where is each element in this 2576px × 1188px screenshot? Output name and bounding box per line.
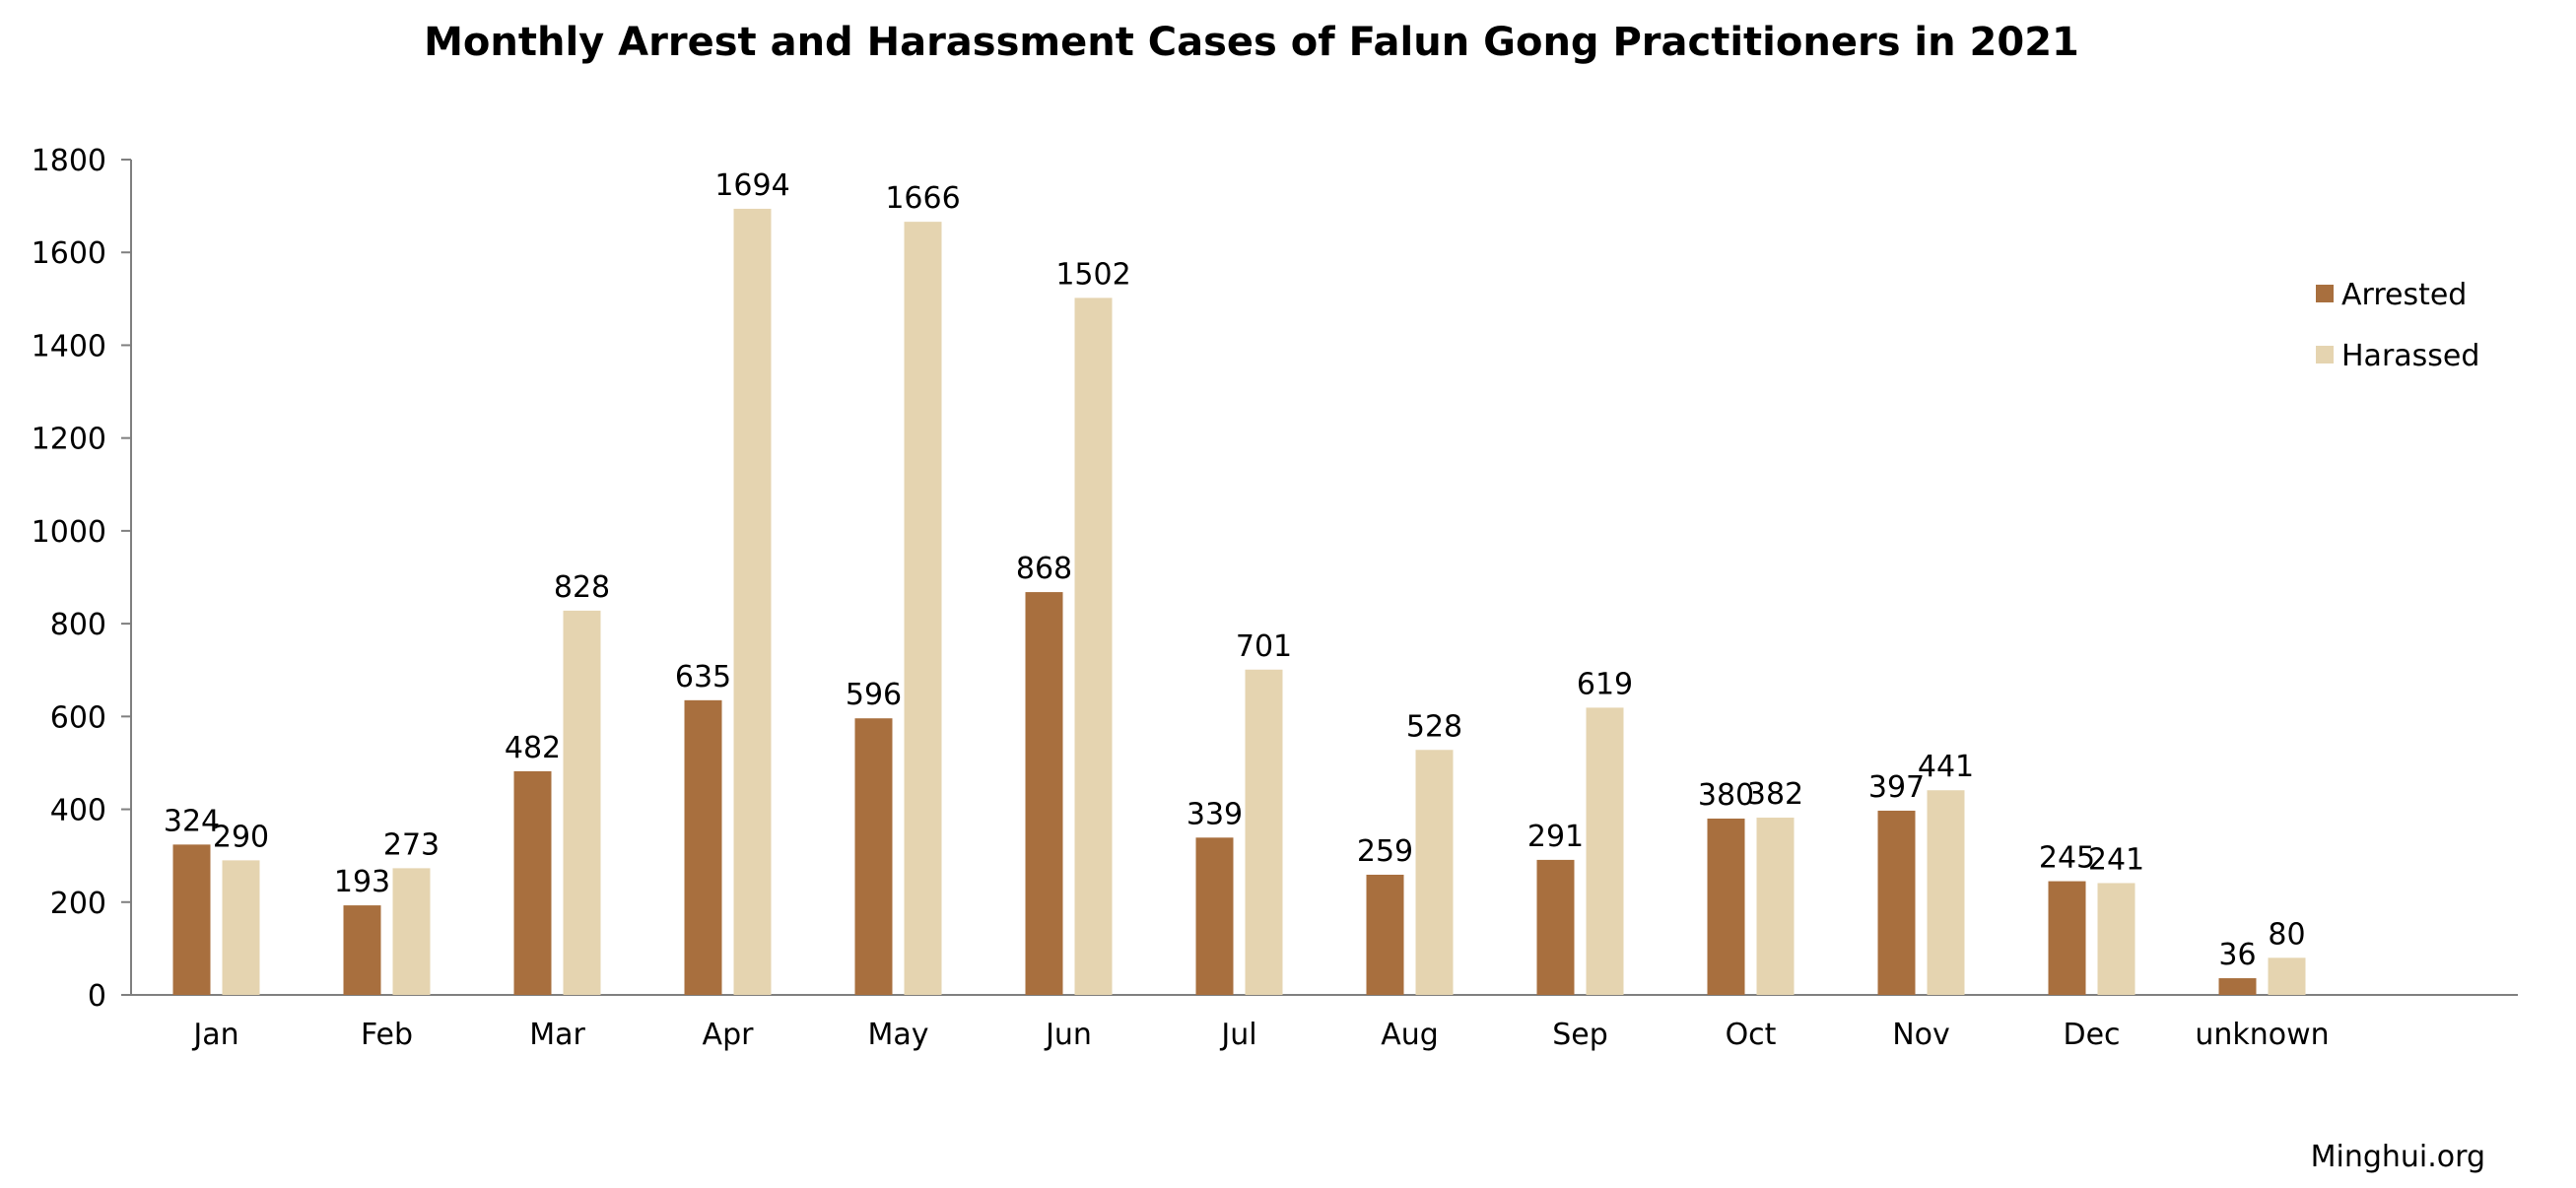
bar-harassed-apr (733, 208, 772, 996)
data-label-harassed-sep: 619 (1577, 667, 1633, 701)
bar-harassed-feb (392, 868, 431, 995)
x-tick-label: Oct (1726, 1018, 1777, 1052)
y-tick-label: 600 (50, 700, 106, 735)
x-tick-label: Aug (1381, 1018, 1439, 1052)
bar-harassed-jun (1074, 297, 1113, 995)
legend-label-harassed: Harassed (2341, 339, 2479, 373)
x-tick-label: unknown (2195, 1018, 2329, 1052)
data-label-harassed-dec: 241 (2088, 842, 2144, 877)
data-label-arrested-mar: 482 (505, 731, 561, 765)
x-axis: Jan Feb Mar Apr May Jun Jul Aug Sep Oct Nov Dec unkn… (131, 994, 2518, 1052)
bar-harassed-oct (1756, 818, 1795, 995)
bar-arrested-aug (1366, 874, 1404, 995)
bar-arrested-jun (1025, 592, 1063, 995)
data-label-harassed-jun: 1502 (1055, 257, 1130, 292)
bar-arrested-feb (343, 905, 381, 995)
x-tick-label: Jul (1219, 1018, 1256, 1052)
source-credit: Minghui.org (2311, 1140, 2485, 1174)
y-tick-label: 1800 (32, 144, 106, 178)
y-tick-label: 1400 (32, 329, 106, 363)
bar-arrested-sep (1536, 859, 1575, 995)
bar-arrested-oct (1707, 818, 1745, 995)
x-tick-label: Sep (1552, 1018, 1608, 1052)
data-label-harassed-may: 1666 (885, 181, 960, 216)
x-tick-label: May (867, 1018, 928, 1052)
chart-title: Monthly Arrest and Harassment Cases of F… (424, 20, 2079, 65)
bar-arrested-jan (172, 844, 211, 995)
x-tick-label: Mar (529, 1018, 585, 1052)
data-label-harassed-mar: 828 (554, 570, 610, 605)
y-tick-label: 1200 (32, 423, 106, 457)
data-label-harassed-apr: 1694 (714, 168, 789, 203)
data-label-harassed-unknown: 80 (2268, 917, 2305, 952)
bar-harassed-nov (1927, 790, 1965, 995)
bars (172, 208, 2306, 996)
bar-arrested-jul (1195, 837, 1234, 995)
data-label-arrested-unknown: 36 (2218, 938, 2256, 972)
data-label-arrested-jul: 339 (1186, 797, 1243, 831)
bar-harassed-jul (1245, 669, 1283, 995)
bar-arrested-unknown (2218, 978, 2257, 995)
legend-swatch-harassed (2316, 346, 2334, 363)
x-tick-label: Nov (1892, 1018, 1950, 1052)
bar-arrested-apr (684, 699, 722, 995)
y-axis: 0 200 400 600 800 1000 1200 1400 1600 1800 (32, 144, 132, 1014)
data-label-arrested-jun: 868 (1016, 552, 1072, 586)
data-label-harassed-aug: 528 (1406, 709, 1462, 744)
bar-harassed-aug (1415, 750, 1454, 995)
data-label-arrested-jan: 324 (164, 804, 220, 838)
y-tick-label: 1000 (32, 515, 106, 550)
data-label-arrested-apr: 635 (675, 660, 731, 694)
data-label-harassed-jan: 290 (213, 820, 269, 854)
x-tick-label: Jun (1044, 1018, 1092, 1052)
y-tick-label: 800 (50, 608, 106, 642)
data-label-arrested-aug: 259 (1357, 834, 1413, 869)
legend: Arrested Harassed (2316, 278, 2479, 373)
bar-arrested-dec (2048, 881, 2086, 995)
bar-arrested-mar (513, 770, 552, 995)
x-tick-label: Apr (703, 1018, 755, 1052)
data-label-harassed-jul: 701 (1236, 629, 1292, 664)
data-label-arrested-oct: 380 (1698, 778, 1754, 813)
data-label-arrested-may: 596 (846, 678, 902, 712)
bar-arrested-may (854, 718, 893, 995)
y-tick-label: 200 (50, 887, 106, 921)
x-tick-label: Feb (361, 1018, 413, 1052)
x-tick-label: Jan (191, 1018, 238, 1052)
legend-swatch-arrested (2316, 285, 2334, 302)
bar-harassed-unknown (2268, 957, 2306, 995)
bar-arrested-nov (1877, 810, 1916, 995)
legend-label-arrested: Arrested (2341, 278, 2467, 312)
y-tick-label: 0 (88, 979, 106, 1014)
bar-harassed-mar (563, 610, 601, 995)
bar-harassed-dec (2097, 883, 2135, 995)
bar-harassed-jan (222, 860, 260, 995)
data-label-arrested-nov: 397 (1868, 770, 1925, 805)
y-tick-label: 400 (50, 794, 106, 828)
data-label-arrested-feb: 193 (334, 865, 390, 899)
data-label-harassed-feb: 273 (383, 827, 440, 862)
data-label-harassed-oct: 382 (1747, 777, 1803, 812)
bar-harassed-sep (1586, 707, 1624, 995)
y-tick-label: 1600 (32, 236, 106, 271)
data-label-arrested-sep: 291 (1527, 820, 1584, 854)
data-label-arrested-dec: 245 (2039, 841, 2095, 876)
bar-harassed-may (904, 222, 942, 995)
x-tick-label: Dec (2063, 1018, 2120, 1052)
data-label-harassed-nov: 441 (1918, 750, 1974, 784)
